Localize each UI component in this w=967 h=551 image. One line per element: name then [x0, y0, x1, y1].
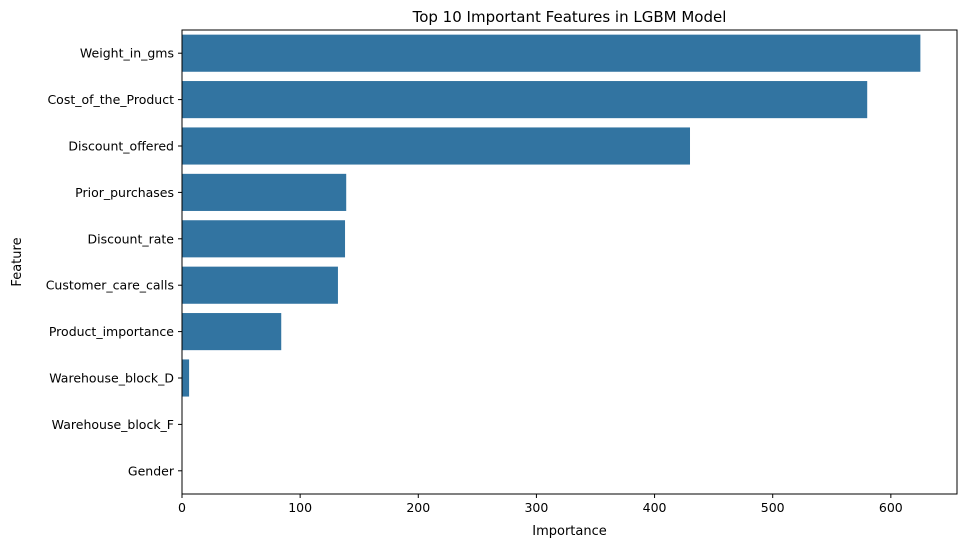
bar-discount-rate: [182, 220, 346, 258]
x-tick-label: 600: [879, 500, 903, 515]
y-tick-label: Prior_purchases: [75, 185, 174, 200]
bar-warehouse-block-d: [182, 359, 190, 397]
y-tick-label: Cost_of_the_Product: [47, 92, 174, 107]
bar-product-importance: [182, 313, 282, 351]
bar-customer-care-calls: [182, 266, 338, 304]
x-tick-label: 300: [524, 500, 548, 515]
y-axis-ticks: Weight_in_gms Cost_of_the_Product Discount…: [46, 46, 182, 478]
bar-weight-in-gms: [182, 34, 921, 72]
bar-cost-of-the-product: [182, 81, 868, 119]
x-tick-label: 500: [761, 500, 785, 515]
x-tick-label: 400: [643, 500, 667, 515]
x-axis-ticks: 0 100 200 300 400 500 600: [178, 494, 903, 515]
y-tick-label: Warehouse_block_D: [49, 371, 174, 386]
y-tick-label: Discount_offered: [68, 139, 174, 154]
y-tick-label: Gender: [128, 463, 175, 478]
bar-discount-offered: [182, 127, 691, 165]
y-tick-label: Weight_in_gms: [80, 46, 174, 61]
x-tick-label: 0: [178, 500, 186, 515]
bars-group: [182, 34, 921, 397]
x-tick-label: 100: [288, 500, 312, 515]
plot-frame: [181, 29, 958, 495]
y-tick-label: Discount_rate: [87, 231, 174, 246]
y-tick-label: Warehouse_block_F: [52, 417, 174, 432]
y-tick-label: Customer_care_calls: [46, 278, 174, 293]
bar-prior-purchases: [182, 173, 347, 211]
chart-title: Top 10 Important Features in LGBM Model: [412, 8, 727, 26]
y-tick-label: Product_importance: [49, 324, 174, 339]
x-tick-label: 200: [406, 500, 430, 515]
y-axis-label: Feature: [10, 237, 25, 286]
x-axis-label: Importance: [532, 524, 607, 539]
